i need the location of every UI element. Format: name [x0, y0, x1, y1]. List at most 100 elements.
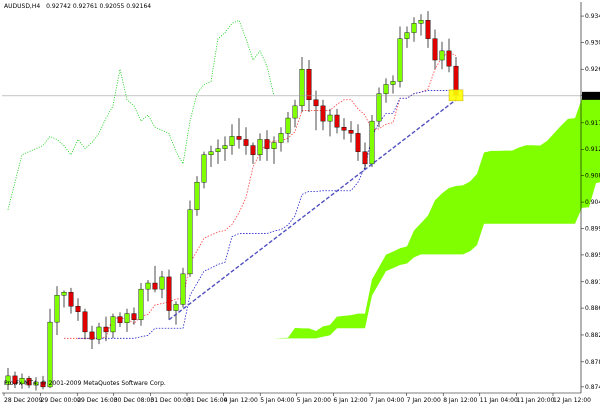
- bear-candle-body: [313, 99, 319, 107]
- bull-candle-body: [173, 304, 179, 311]
- candle: [131, 307, 137, 325]
- ohlc-values: 0.92742 0.92761 0.92055 0.92164: [46, 3, 151, 10]
- bear-candle-body: [334, 114, 340, 128]
- bull-candle-body: [187, 209, 193, 275]
- candle: [26, 375, 32, 389]
- candle: [208, 145, 214, 167]
- bull-candle-body: [61, 291, 67, 296]
- bear-candle-body: [89, 331, 95, 340]
- x-tick-label: 11 Jan 20:00: [516, 397, 554, 404]
- bull-candle-body: [383, 84, 389, 94]
- candle: [47, 308, 53, 389]
- bear-candle-body: [348, 130, 354, 134]
- price-highlight-box: [448, 89, 464, 102]
- bull-candle-body: [376, 93, 382, 122]
- candle: [355, 124, 361, 161]
- bull-candle-body: [278, 133, 284, 143]
- x-tick-label: 7 Jan 20:00: [407, 397, 441, 404]
- symbol-label: AUDUSD,H4: [4, 3, 40, 10]
- candle: [299, 56, 305, 112]
- candle: [446, 38, 452, 73]
- candle: [103, 316, 109, 342]
- x-tick-label: 6 Jan 12:00: [333, 397, 367, 404]
- y-tick-label: 0.87400: [585, 384, 600, 391]
- bear-candle-body: [250, 145, 256, 155]
- kijun-sen-line: [78, 90, 456, 339]
- cloud-bullish-region: [190, 92, 600, 380]
- bear-candle-body: [12, 375, 18, 385]
- candle: [390, 75, 396, 94]
- candle: [285, 111, 291, 143]
- bear-candle-body: [243, 139, 249, 146]
- candle: [152, 265, 158, 293]
- bull-candle-body: [229, 136, 235, 146]
- y-tick-label: 0.88690: [585, 305, 600, 312]
- candle: [306, 60, 312, 112]
- candle: [439, 41, 445, 70]
- y-tick-label: 0.93470: [585, 13, 600, 20]
- candle: [89, 325, 95, 350]
- bull-candle-body: [138, 288, 144, 320]
- bull-candle-body: [96, 326, 102, 340]
- x-tick-label: 29 Dec 16:00: [77, 397, 118, 404]
- bull-candle-body: [257, 139, 263, 155]
- y-tick-label: 0.87810: [585, 359, 600, 366]
- bull-candle-body: [110, 316, 116, 333]
- candle: [362, 142, 368, 171]
- overlays: [2, 89, 581, 321]
- bull-candle-body: [33, 381, 39, 386]
- bear-candle-body: [152, 282, 158, 290]
- y-tick-label: 0.91722: [585, 120, 600, 127]
- candle: [215, 139, 221, 164]
- bull-candle-body: [397, 38, 403, 82]
- bear-candle-body: [166, 276, 172, 311]
- bull-candle-body: [208, 151, 214, 155]
- candle: [432, 29, 438, 70]
- bear-candle-body: [103, 326, 109, 333]
- current-price-label: 0.9216: [583, 93, 600, 100]
- bear-candle-body: [131, 313, 137, 320]
- candle: [376, 87, 382, 128]
- bull-candle-body: [439, 50, 445, 61]
- ichimoku-cloud: [190, 92, 600, 380]
- bull-candle-body: [271, 142, 277, 149]
- bull-candle-body: [215, 148, 221, 152]
- candle: [145, 279, 151, 302]
- candle: [404, 26, 410, 48]
- candle: [334, 108, 340, 134]
- chart-header: AUDUSD,H4 0.92742 0.92761 0.92055 0.9216…: [4, 3, 151, 10]
- bull-candle-body: [180, 273, 186, 305]
- y-tick-label: 0.89560: [585, 252, 600, 259]
- x-tick-label: 28 Dec 2009: [4, 397, 43, 404]
- candle: [61, 290, 67, 308]
- bear-candle-body: [432, 38, 438, 61]
- candle: [341, 118, 347, 140]
- y-tick-label: 0.88250: [585, 332, 600, 339]
- y-tick-label: 0.92600: [585, 66, 600, 73]
- bull-candle-body: [145, 282, 151, 290]
- candle: [425, 11, 431, 48]
- y-tick-label: 0.93035: [585, 40, 600, 47]
- candle: [187, 200, 193, 277]
- candle: [264, 130, 270, 161]
- candle: [68, 287, 74, 314]
- bull-candle-body: [159, 276, 165, 290]
- bear-candle-body: [82, 311, 88, 333]
- bull-candle-body: [292, 105, 298, 119]
- bear-candle-body: [68, 291, 74, 307]
- candle: [117, 312, 123, 328]
- candle: [278, 127, 284, 152]
- indicator-lines: [7, 19, 457, 339]
- bull-candle-body: [404, 32, 410, 39]
- candle: [292, 99, 298, 128]
- candle: [243, 127, 249, 155]
- x-tick-label: 30 Dec 08:00: [114, 397, 155, 404]
- bear-candle-body: [26, 378, 32, 386]
- candle: [411, 17, 417, 42]
- bull-candle-body: [222, 145, 228, 149]
- candle: [159, 270, 165, 299]
- candle: [75, 298, 81, 321]
- candle: [194, 176, 200, 216]
